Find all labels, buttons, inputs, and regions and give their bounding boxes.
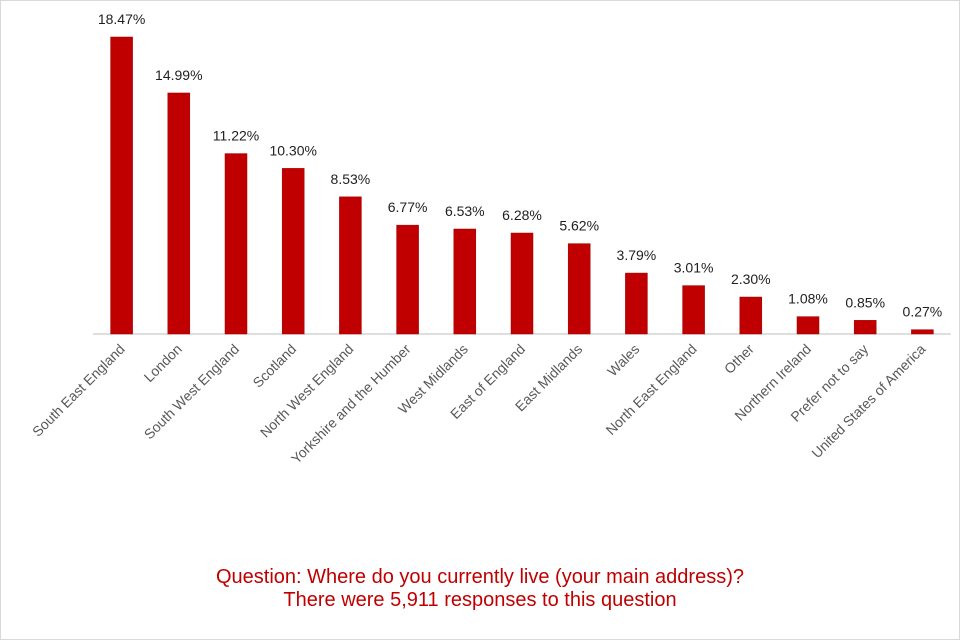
caption-responses: There were 5,911 responses to this quest… (283, 589, 677, 611)
x-tick-label-3: Scotland (249, 341, 299, 391)
data-label-10: 3.01% (674, 260, 714, 276)
data-label-1: 14.99% (155, 67, 202, 83)
bar-10 (682, 285, 705, 335)
caption-question: Question: Where do you currently live (y… (215, 566, 744, 588)
bar-0 (110, 36, 133, 335)
bar-3 (281, 168, 305, 335)
bar-12 (796, 316, 820, 335)
bar-13 (853, 320, 877, 335)
bar-chart: 18.47% South East England 14.99% London 11.2… (29, 11, 951, 467)
bar-9 (625, 272, 648, 335)
bar-6 (453, 228, 477, 335)
x-tick-label-2: South West England (141, 341, 242, 442)
chart-caption: Question: Where do you currently live (y… (1, 566, 959, 612)
x-tick-label-0: South East England (29, 341, 128, 440)
bar-1 (167, 92, 191, 335)
data-label-6: 6.53% (445, 203, 485, 219)
data-label-4: 8.53% (331, 171, 371, 187)
data-label-12: 1.08% (788, 291, 828, 307)
x-tick-label-5: Yorkshire and the Humber (288, 341, 414, 467)
data-label-5: 6.77% (388, 199, 428, 215)
x-tick-label-9: Wales (604, 341, 642, 379)
data-label-9: 3.79% (617, 247, 657, 263)
bar-4 (339, 196, 362, 335)
x-tick-label-1: London (141, 341, 185, 385)
data-label-11: 2.30% (731, 271, 771, 287)
bar-5 (396, 224, 419, 335)
data-label-8: 5.62% (559, 218, 599, 234)
bar-7 (510, 232, 534, 335)
data-label-3: 10.30% (269, 142, 316, 158)
bar-14 (911, 329, 934, 335)
bar-8 (567, 243, 591, 335)
data-label-7: 6.28% (502, 207, 542, 223)
bar-11 (739, 296, 763, 335)
data-label-0: 18.47% (98, 11, 145, 27)
data-label-2: 11.22% (213, 128, 259, 144)
data-label-14: 0.27% (903, 304, 943, 320)
x-tick-label-14: United States of America (808, 341, 928, 461)
bar-2 (224, 153, 248, 335)
x-tick-label-11: Other (721, 341, 757, 377)
data-label-13: 0.85% (845, 294, 885, 310)
